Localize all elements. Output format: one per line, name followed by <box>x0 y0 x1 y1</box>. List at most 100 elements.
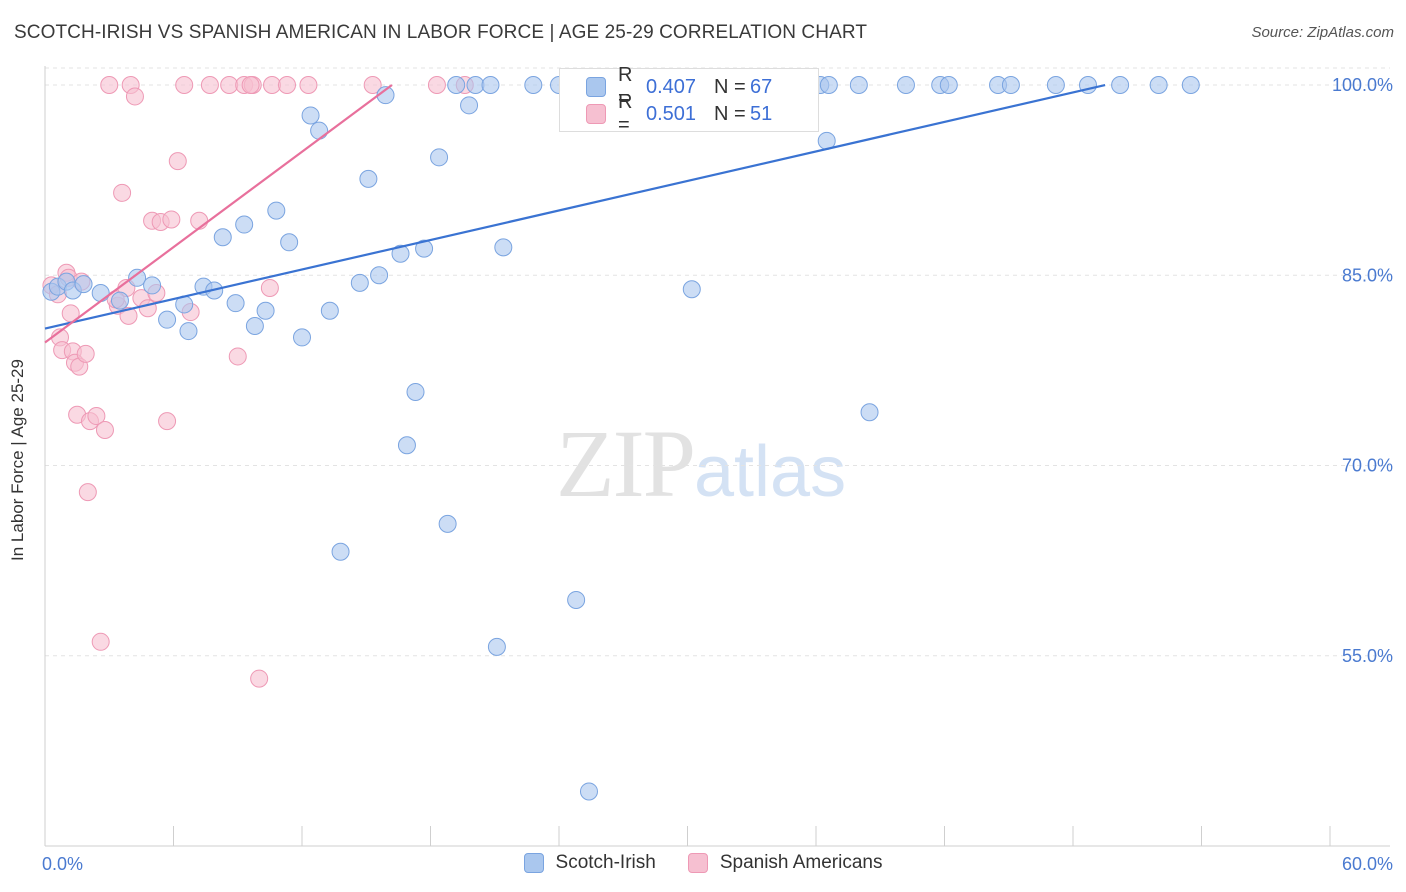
stats-legend: R = 0.407 N = 67 R = 0.501 N = 51 <box>559 64 819 136</box>
point-scotch-irish <box>860 403 879 422</box>
point-scotch-irish <box>91 284 110 303</box>
point-scotch-irish <box>1181 76 1200 95</box>
point-spanish-americans <box>427 76 446 95</box>
point-spanish-americans <box>228 347 247 366</box>
x-tick-label: 0.0% <box>42 854 83 874</box>
series-legend-item-scotch-irish: Scotch-Irish <box>523 852 656 874</box>
legend-r-value: 0.407 <box>646 75 697 98</box>
point-scotch-irish <box>1046 76 1065 95</box>
point-spanish-americans <box>200 76 219 95</box>
series-legend-item-spanish-americans: Spanish Americans <box>687 852 883 874</box>
point-spanish-americans <box>95 421 114 439</box>
point-scotch-irish <box>267 201 286 220</box>
point-spanish-americans <box>100 76 119 95</box>
y-tick-label: 85.0% <box>1342 265 1393 285</box>
point-scotch-irish <box>466 76 485 95</box>
point-scotch-irish <box>213 228 232 247</box>
point-scotch-irish <box>370 266 389 285</box>
point-scotch-irish <box>235 215 254 234</box>
point-scotch-irish <box>397 436 416 455</box>
point-scotch-irish <box>320 301 339 320</box>
point-scotch-irish <box>494 238 513 257</box>
point-scotch-irish <box>406 382 425 401</box>
source-label: Source: ZipAtlas.com <box>1251 24 1394 41</box>
series-legend: Scotch-Irish Spanish Americans <box>0 852 1406 874</box>
series-swatch-pink <box>687 853 708 873</box>
point-spanish-americans <box>76 344 95 363</box>
point-scotch-irish <box>487 637 506 656</box>
point-spanish-americans <box>162 210 181 229</box>
point-scotch-irish <box>460 96 479 115</box>
point-spanish-americans <box>263 76 282 95</box>
point-scotch-irish <box>301 106 320 125</box>
point-scotch-irish <box>447 76 466 95</box>
point-scotch-irish <box>1111 76 1130 95</box>
legend-swatch-blue <box>586 77 606 97</box>
point-scotch-irish <box>74 275 93 294</box>
point-spanish-americans <box>190 211 209 230</box>
point-spanish-americans <box>299 76 318 95</box>
point-scotch-irish <box>1149 76 1168 95</box>
point-scotch-irish <box>143 276 162 295</box>
point-scotch-irish <box>438 514 457 533</box>
point-spanish-americans <box>220 76 239 95</box>
point-scotch-irish <box>896 76 915 95</box>
point-scotch-irish <box>158 310 177 329</box>
point-spanish-americans <box>241 76 260 95</box>
point-scotch-irish <box>110 291 129 310</box>
point-scotch-irish <box>293 328 311 347</box>
point-scotch-irish <box>310 121 329 140</box>
point-spanish-americans <box>168 152 187 171</box>
y-tick-label: 70.0% <box>1342 456 1393 476</box>
point-spanish-americans <box>175 76 194 95</box>
point-scotch-irish <box>849 76 868 95</box>
series-legend-label: Spanish Americans <box>719 852 883 873</box>
point-scotch-irish <box>179 322 198 341</box>
point-spanish-americans <box>125 87 144 106</box>
series-legend-label: Scotch-Irish <box>555 852 656 873</box>
point-scotch-irish <box>524 76 543 95</box>
legend-r-value: 0.501 <box>646 102 697 125</box>
watermark: ZIPatlas <box>556 408 846 519</box>
point-scotch-irish <box>567 590 586 609</box>
y-tick-label: 55.0% <box>1342 646 1393 666</box>
point-scotch-irish <box>391 244 410 263</box>
chart-title: SCOTCH-IRISH VS SPANISH AMERICAN IN LABO… <box>14 22 868 43</box>
legend-n-label: N = <box>714 102 746 125</box>
point-scotch-irish <box>939 76 958 95</box>
watermark-zip: ZIP <box>556 410 696 517</box>
point-scotch-irish <box>415 239 434 258</box>
point-spanish-americans <box>87 407 106 426</box>
point-spanish-americans <box>250 669 269 688</box>
legend-row-spanish-americans: R = 0.501 N = 51 <box>586 91 773 136</box>
point-spanish-americans <box>113 183 132 202</box>
point-scotch-irish <box>682 280 701 299</box>
point-scotch-irish <box>128 268 147 287</box>
point-scotch-irish <box>819 76 838 95</box>
legend-n-value: 67 <box>750 75 773 98</box>
point-scotch-irish <box>430 148 449 167</box>
point-spanish-americans <box>278 76 297 95</box>
point-spanish-americans <box>138 299 157 318</box>
legend-r-label: R = <box>618 91 633 136</box>
point-spanish-americans <box>260 278 279 297</box>
trend-line-scotch-irish <box>44 83 1106 330</box>
point-scotch-irish <box>481 76 500 95</box>
legend-r-label: R = <box>618 64 633 109</box>
legend-n-label: N = <box>714 75 746 98</box>
point-scotch-irish <box>350 273 369 292</box>
legend-row-scotch-irish: R = 0.407 N = 67 <box>586 64 773 109</box>
point-scotch-irish <box>226 294 245 313</box>
point-scotch-irish <box>256 301 275 320</box>
legend-n-value: 51 <box>750 102 773 125</box>
point-spanish-americans <box>91 632 110 651</box>
point-scotch-irish <box>280 233 299 252</box>
series-swatch-blue <box>523 853 544 873</box>
point-scotch-irish <box>359 169 378 188</box>
point-spanish-americans <box>78 483 97 502</box>
trend-line-spanish-americans <box>44 84 393 344</box>
watermark-atlas: atlas <box>694 432 847 512</box>
point-spanish-americans <box>363 76 382 95</box>
x-tick-label: 60.0% <box>1342 854 1393 874</box>
